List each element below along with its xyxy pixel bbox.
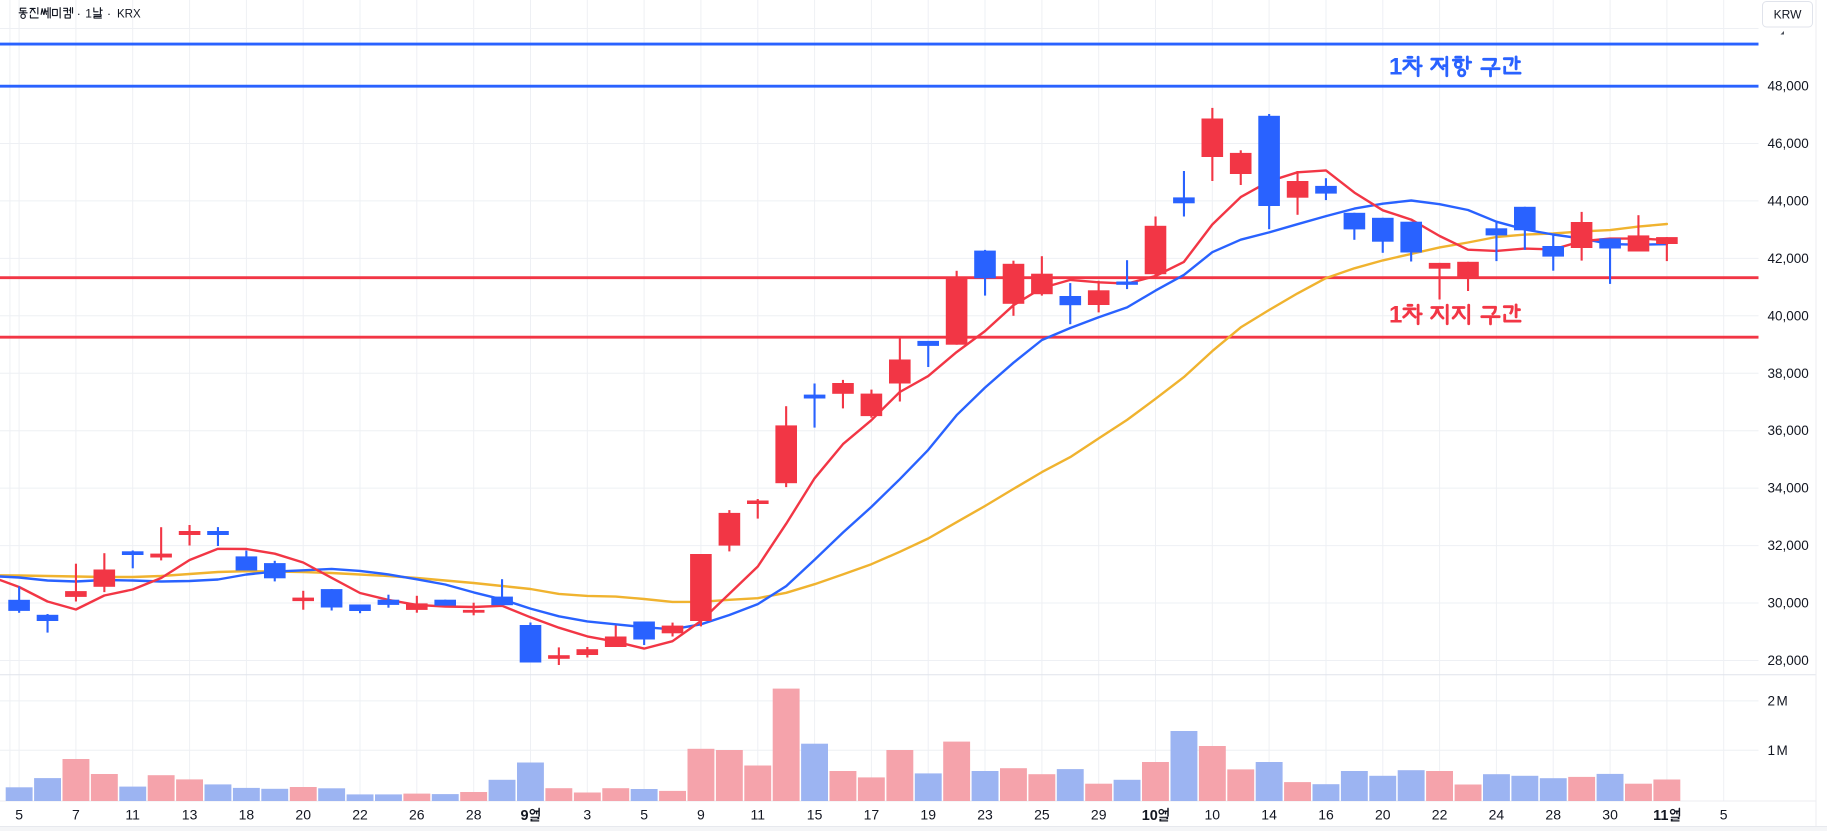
svg-text:1M: 1M xyxy=(1768,743,1790,758)
svg-text:24: 24 xyxy=(1489,807,1505,823)
svg-text:42,000: 42,000 xyxy=(1768,251,1809,266)
svg-text:1: 1 xyxy=(1389,302,1402,329)
svg-text:15: 15 xyxy=(807,807,823,823)
svg-text:2M: 2M xyxy=(1768,693,1790,708)
svg-text:20: 20 xyxy=(295,807,311,823)
svg-text:11: 11 xyxy=(751,807,766,823)
svg-text:29: 29 xyxy=(1091,807,1107,823)
svg-text:20: 20 xyxy=(1375,807,1391,823)
svg-text:KRW: KRW xyxy=(1774,8,1802,22)
svg-text:46,000: 46,000 xyxy=(1768,136,1809,151)
svg-text:22: 22 xyxy=(352,807,368,823)
svg-text:5: 5 xyxy=(15,807,23,823)
svg-text:13: 13 xyxy=(182,807,198,823)
svg-text:30,000: 30,000 xyxy=(1768,596,1809,611)
svg-text:3: 3 xyxy=(583,807,591,823)
svg-text:1: 1 xyxy=(1389,54,1402,81)
svg-text:9: 9 xyxy=(697,807,705,823)
svg-text:11: 11 xyxy=(1653,808,1668,824)
svg-text:16: 16 xyxy=(1318,807,1334,823)
svg-text:·: · xyxy=(107,6,111,20)
svg-text:23: 23 xyxy=(977,807,993,823)
svg-text:40,000: 40,000 xyxy=(1768,308,1809,323)
svg-text:5: 5 xyxy=(1720,807,1728,823)
svg-text:28: 28 xyxy=(466,807,482,823)
svg-text:10: 10 xyxy=(1142,808,1158,824)
svg-text:10: 10 xyxy=(1205,807,1221,823)
svg-text:5: 5 xyxy=(640,807,648,823)
svg-text:28: 28 xyxy=(1545,807,1561,823)
svg-text:18: 18 xyxy=(239,807,255,823)
svg-text:26: 26 xyxy=(409,807,425,823)
svg-text:14: 14 xyxy=(1261,807,1277,823)
svg-text:1: 1 xyxy=(85,6,92,20)
svg-text:22: 22 xyxy=(1432,807,1448,823)
svg-text:44,000: 44,000 xyxy=(1768,193,1809,208)
svg-text:34,000: 34,000 xyxy=(1768,481,1809,496)
svg-text:7: 7 xyxy=(72,807,80,823)
svg-text:KRX: KRX xyxy=(117,8,141,20)
svg-text:38,000: 38,000 xyxy=(1768,366,1809,381)
svg-text:19: 19 xyxy=(920,807,936,823)
svg-text:48,000: 48,000 xyxy=(1768,79,1809,94)
svg-text:11: 11 xyxy=(125,807,140,823)
svg-text:25: 25 xyxy=(1034,807,1050,823)
svg-text:30: 30 xyxy=(1602,807,1618,823)
svg-text:28,000: 28,000 xyxy=(1768,653,1809,668)
svg-text:·: · xyxy=(77,6,81,20)
svg-text:32,000: 32,000 xyxy=(1768,538,1809,553)
svg-text:36,000: 36,000 xyxy=(1768,423,1809,438)
svg-text:9: 9 xyxy=(521,808,529,824)
svg-text:17: 17 xyxy=(864,807,880,823)
